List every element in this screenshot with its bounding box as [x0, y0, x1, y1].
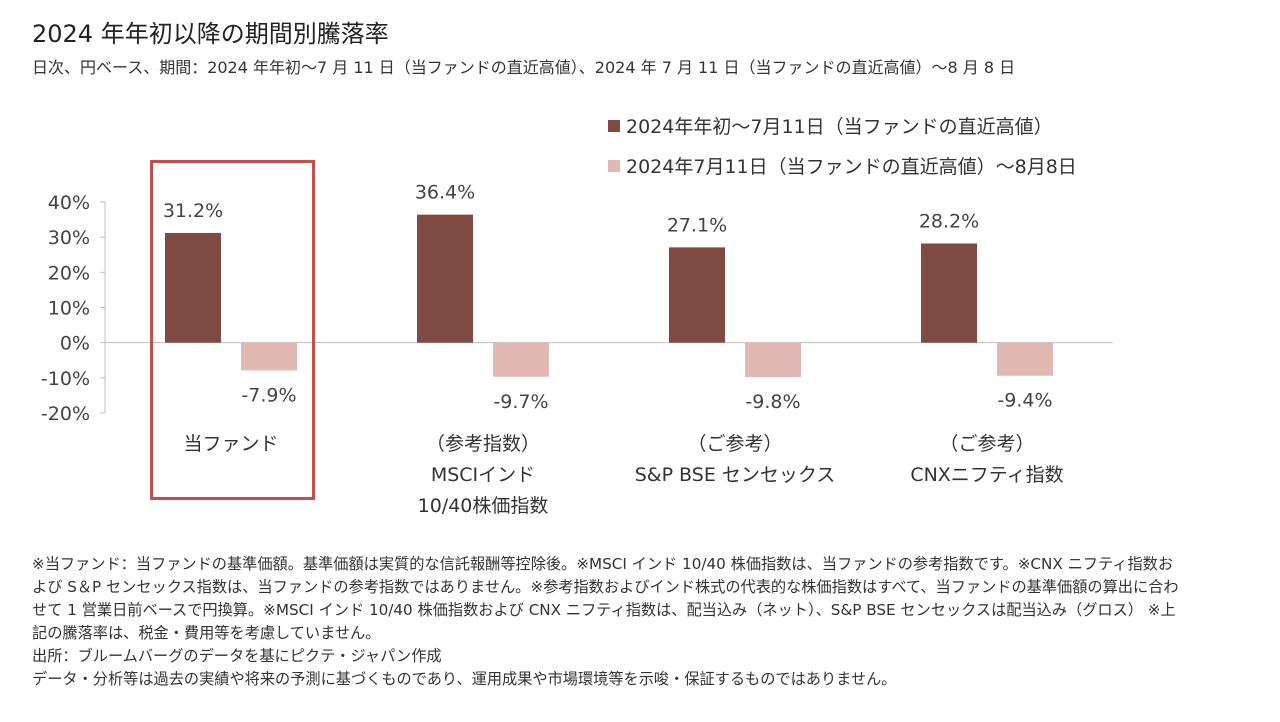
bar-series-1: [417, 214, 473, 343]
legend-label-series-2: 2024年7月11日（当ファンドの直近高値）～8月8日: [626, 156, 1077, 178]
category-labels: 当ファンド （参考指数） MSCIインド 10/40株価指数 （ご参考） S&P BSE …: [183, 433, 1063, 517]
chart-subtitle: 日次、円ベース、期間：2024 年年初～7 月 11 日（当ファンドの直近高値）…: [32, 58, 1016, 77]
footnotes: ※当ファンド：当ファンドの基準価額。基準価額は実質的な信託報酬等控除後。※MSC…: [32, 553, 1182, 691]
category-label: （ご参考）: [939, 433, 1034, 455]
bar-series-1: [669, 247, 725, 343]
category-label: CNXニフティ指数: [910, 464, 1063, 486]
y-tick-label: -10%: [41, 368, 90, 390]
bar-series-1: [165, 232, 221, 343]
bar-series-2: [241, 342, 297, 371]
y-tick-label: 20%: [48, 262, 90, 284]
y-axis: 40% 30% 20% 10% 0% -10% -20%: [41, 192, 1113, 425]
bar-series-2: [745, 342, 801, 378]
bar-series-2: [493, 342, 549, 377]
legend-item-series-1: 2024年年初～7月11日（当ファンドの直近高値）: [608, 112, 1077, 139]
bar-value-label: -9.8%: [745, 391, 800, 413]
bar-value-label: -7.9%: [241, 384, 296, 406]
bar-series-1: [921, 243, 977, 343]
highlight-box-fund: [150, 160, 315, 500]
bar-value-label: -9.7%: [493, 391, 548, 413]
y-tick-label: 40%: [48, 192, 90, 214]
footnote-notes: ※当ファンド：当ファンドの基準価額。基準価額は実質的な信託報酬等控除後。※MSC…: [32, 555, 1179, 642]
bar-value-label: 28.2%: [919, 210, 979, 232]
bar-labels: 31.2% -7.9% 36.4% -9.7% 27.1% -9.8% 28.2% -9.4%: [163, 182, 1053, 413]
bar-value-label: 27.1%: [667, 214, 727, 236]
y-tick-label: 10%: [48, 298, 90, 320]
category-label: S&P BSE センセックス: [635, 464, 836, 486]
footnote-source: 出所：ブルームバーグのデータを基にピクテ・ジャパン作成: [32, 647, 442, 665]
y-tick-label: 30%: [48, 227, 90, 249]
y-tick-label: -20%: [41, 403, 90, 425]
bar-value-label: -9.4%: [997, 390, 1052, 412]
legend-swatch-series-1: [608, 119, 620, 132]
chart-title: 2024 年年初以降の期間別騰落率: [32, 20, 389, 48]
legend: 2024年年初～7月11日（当ファンドの直近高値） 2024年7月11日（当ファ…: [608, 112, 1077, 192]
category-label: 当ファンド: [183, 433, 278, 455]
bars: [165, 214, 1053, 378]
legend-swatch-series-2: [608, 159, 620, 172]
legend-label-series-1: 2024年年初～7月11日（当ファンドの直近高値）: [626, 116, 1053, 138]
category-label: 10/40株価指数: [418, 495, 549, 517]
category-label: （ご参考）: [687, 433, 782, 455]
footnote-disclaimer: データ・分析等は過去の実績や将来の予測に基づくものであり、運用成果や市場環境等を…: [32, 670, 897, 688]
bar-value-label: 31.2%: [163, 200, 223, 222]
bar-series-2: [997, 342, 1053, 376]
category-label: （参考指数）: [426, 433, 540, 455]
bar-value-label: 36.4%: [415, 182, 475, 204]
legend-item-series-2: 2024年7月11日（当ファンドの直近高値）～8月8日: [608, 152, 1077, 179]
category-label: MSCIインド: [431, 464, 535, 486]
y-tick-label: 0%: [60, 333, 90, 355]
